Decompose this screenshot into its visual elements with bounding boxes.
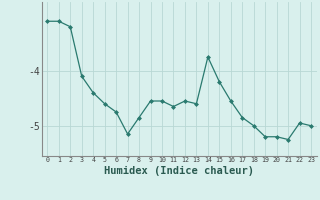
X-axis label: Humidex (Indice chaleur): Humidex (Indice chaleur)	[104, 166, 254, 176]
